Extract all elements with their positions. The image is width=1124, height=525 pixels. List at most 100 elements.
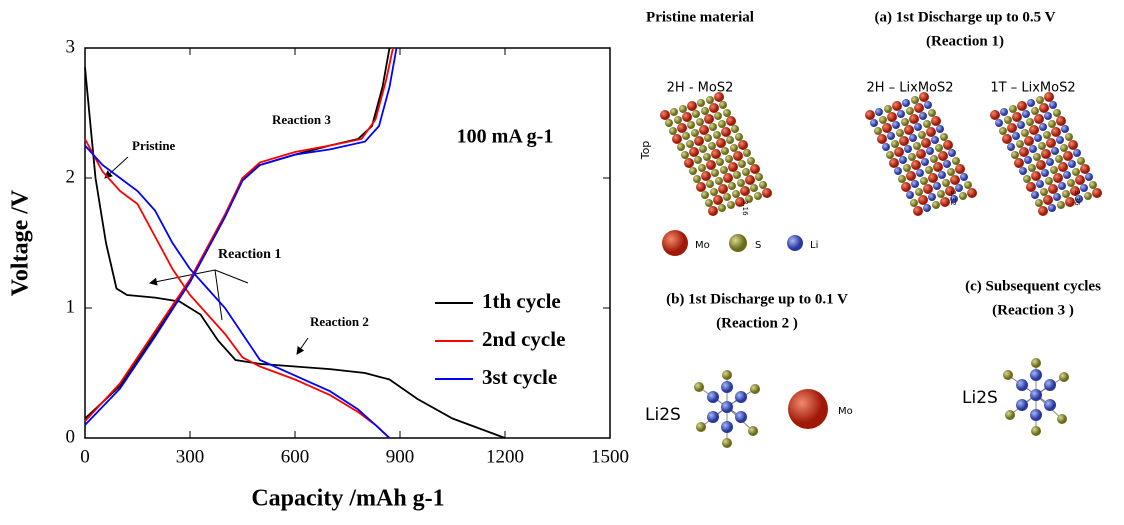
atom — [932, 201, 940, 209]
key-label: S — [755, 240, 761, 251]
atom — [1053, 193, 1061, 201]
atom — [904, 145, 912, 153]
atom — [995, 119, 1003, 127]
legend-label: 3st cycle — [482, 365, 557, 389]
atom — [925, 166, 933, 174]
atom — [1045, 177, 1053, 185]
atom — [1048, 204, 1056, 212]
atom — [708, 206, 718, 216]
x-tick-label: 300 — [176, 446, 205, 467]
atom — [1067, 179, 1075, 187]
atom — [721, 421, 733, 433]
panel-subtitle: (Reaction 1) — [926, 33, 1004, 49]
atom — [701, 171, 711, 181]
atom — [713, 131, 721, 139]
atom — [952, 157, 960, 165]
atom — [762, 188, 772, 198]
atom — [1012, 112, 1022, 122]
atom — [874, 127, 882, 135]
atom — [730, 144, 738, 152]
atom — [887, 112, 897, 122]
atom — [1036, 180, 1044, 188]
atom — [704, 134, 712, 142]
atom — [1034, 114, 1044, 124]
atom — [930, 155, 938, 163]
atom — [1068, 140, 1078, 150]
atom — [921, 158, 929, 166]
atom — [964, 181, 972, 189]
atom — [947, 168, 955, 176]
atom — [906, 191, 914, 199]
atom — [745, 175, 755, 185]
atom — [706, 96, 714, 104]
atom — [950, 175, 960, 185]
atom — [940, 133, 948, 141]
atom — [913, 206, 923, 216]
atom — [747, 157, 755, 165]
atom — [1058, 162, 1068, 172]
atom — [694, 382, 704, 392]
atom — [928, 109, 936, 117]
atom — [1084, 192, 1092, 200]
atom — [1035, 199, 1043, 207]
atom — [723, 173, 733, 183]
atom — [709, 103, 719, 113]
atom — [1007, 123, 1017, 133]
atom — [1031, 107, 1039, 115]
key-atom — [729, 234, 747, 252]
atom — [1027, 99, 1035, 107]
x-axis-title: Capacity /mAh g-1 — [251, 486, 444, 512]
atom — [726, 136, 734, 144]
atom — [1085, 173, 1093, 181]
atom — [672, 134, 682, 144]
atom — [901, 118, 909, 126]
atom — [1050, 166, 1058, 174]
atom — [711, 149, 721, 159]
atom — [1061, 125, 1069, 133]
structure-label: 2H – LixMoS2 — [866, 81, 953, 96]
atom — [1029, 145, 1037, 153]
atom — [1031, 358, 1041, 368]
atom — [882, 123, 892, 133]
atom — [754, 192, 762, 200]
atom — [1040, 188, 1048, 196]
atom — [918, 131, 926, 139]
atom — [940, 197, 950, 207]
atom — [931, 136, 939, 144]
atom — [1059, 372, 1069, 382]
atom — [916, 169, 924, 177]
atom — [1016, 379, 1028, 391]
atom — [726, 116, 736, 126]
atom — [909, 114, 919, 124]
atom — [674, 116, 682, 124]
panel-title: (a) 1st Discharge up to 0.5 V — [875, 9, 1056, 25]
product-label: Li2S — [645, 405, 681, 425]
atom — [1044, 112, 1052, 120]
annotation: Pristine — [132, 138, 176, 153]
atom — [718, 204, 726, 212]
atom — [1041, 149, 1051, 159]
atom — [665, 119, 673, 127]
atom — [738, 140, 748, 150]
atom — [708, 142, 716, 150]
atom — [707, 411, 719, 423]
atom — [884, 105, 892, 113]
atom — [699, 125, 709, 135]
atom — [911, 96, 919, 104]
annotation: Reaction 1 — [218, 247, 281, 262]
atom — [1065, 133, 1073, 141]
atom — [1092, 188, 1102, 198]
spacing-label: 3.16 — [741, 200, 749, 216]
panel-title: Pristine material — [646, 9, 754, 25]
atom — [1016, 140, 1024, 148]
key-atom — [787, 235, 803, 251]
atom — [721, 127, 731, 137]
atom — [926, 127, 936, 137]
structure-label: 2H - MoS2 — [667, 81, 734, 96]
atom — [731, 125, 739, 133]
atom — [1003, 370, 1013, 380]
atom — [692, 110, 700, 118]
atom — [999, 127, 1007, 135]
figure: Voltage /V Capacity /mAh g-1 100 mA g-1 … — [0, 0, 1124, 525]
atom — [936, 125, 944, 133]
